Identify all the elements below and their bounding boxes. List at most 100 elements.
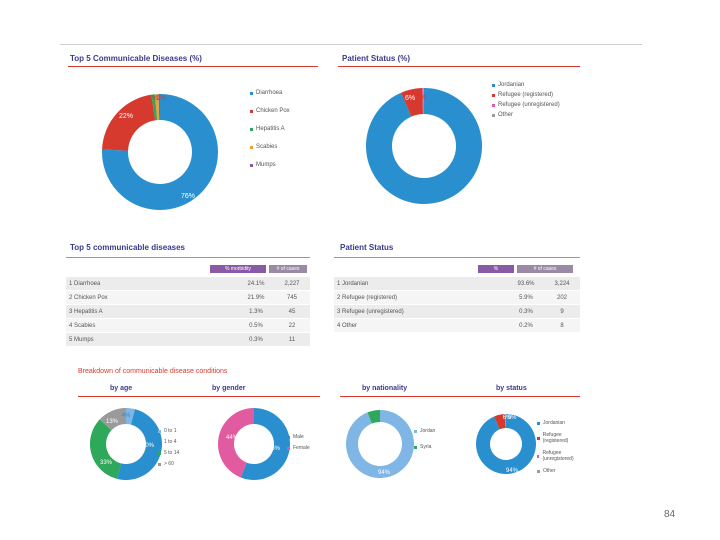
table-row: 3 Hepatitis A 1.3% 45 xyxy=(66,305,310,319)
data-label: 56% xyxy=(268,446,281,452)
legend-item: 0 to 1 xyxy=(158,428,179,434)
legend-item: Female xyxy=(287,445,310,451)
donut-slice-other xyxy=(423,88,424,115)
page-number: 84 xyxy=(664,509,676,520)
table-row: 5 Mumps 0.3% 11 xyxy=(66,333,310,347)
data-label: 0% xyxy=(508,415,517,421)
data-label: 1% xyxy=(156,95,166,102)
data-label: 76% xyxy=(181,193,195,200)
by-nationality-title: by nationality xyxy=(362,385,408,392)
diseases-table: 1 Diarrhoea 24.1% 2,227 2 Chicken Pox 21.9%… xyxy=(66,277,310,347)
diseases-donut-chart: 76% 22% 1%1% xyxy=(102,94,218,210)
header-percent: % xyxy=(478,265,514,273)
data-label: 4% xyxy=(122,413,131,419)
donut-slice-jordanian xyxy=(476,414,536,474)
legend-item: Mumps xyxy=(250,162,290,168)
data-label: 6% xyxy=(372,412,381,418)
donut-slice-refugee-unregistered- xyxy=(505,414,506,429)
data-label: 13% xyxy=(106,419,119,425)
age-legend: 0 to 1 1 to 4 5 to 14 > 60 xyxy=(158,428,179,467)
by-age-title: by age xyxy=(110,385,133,392)
by-gender-title: by gender xyxy=(212,385,246,392)
age-donut-chart: 4% 50% 33% 13% xyxy=(90,408,162,480)
data-label: 94% xyxy=(425,205,439,212)
legend-item: Male xyxy=(287,434,310,440)
right-title-rule xyxy=(338,66,580,67)
patient-status-title: Patient Status (%) xyxy=(342,54,411,63)
breakdown-right-rule xyxy=(340,396,580,397)
donut-slice-refugee-unregistered- xyxy=(422,88,424,115)
diseases-table-title: Top 5 communicable diseases xyxy=(70,243,186,252)
data-label: 94% xyxy=(378,470,391,476)
donut-slice-refugee-registered- xyxy=(401,88,423,117)
data-label: 22% xyxy=(119,113,133,120)
legend-item: Other xyxy=(492,112,560,118)
status-legend: Jordanian Refugee (registered) Refugee (… xyxy=(537,420,585,474)
table-row: 2 Chicken Pox 21.9% 745 xyxy=(66,291,310,305)
legend-item: Hepatitis A xyxy=(250,126,290,132)
legend-item: Diarrhoea xyxy=(250,90,290,96)
legend-item: Jordanian xyxy=(492,82,560,88)
donut-slice-female xyxy=(218,408,254,478)
header-cases: # of cases xyxy=(269,265,307,273)
breakdown-left-rule xyxy=(78,396,320,397)
gender-legend: Male Female xyxy=(287,434,310,451)
right-table-header: % # of cases xyxy=(478,265,573,273)
donut-slice-chicken-pox xyxy=(102,94,156,151)
data-label: 94% xyxy=(506,468,519,474)
left-table-rule xyxy=(66,257,310,258)
top-diseases-title: Top 5 Communicable Diseases (%) xyxy=(70,54,202,63)
legend-item: Jordanian xyxy=(537,420,585,426)
donut-slice-refugee-registered- xyxy=(494,414,506,430)
donut-slice-diarrhoea xyxy=(102,94,218,210)
data-label: 6% xyxy=(503,415,512,421)
legend-item: Refugee (unregistered) xyxy=(537,450,585,462)
table-row: 1 Diarrhoea 24.1% 2,227 xyxy=(66,277,310,291)
by-status-title: by status xyxy=(496,385,527,392)
table-row: 1 Jordanian 93.6% 3,224 xyxy=(334,277,580,291)
donut-slice-0-to-1 xyxy=(126,408,135,425)
data-label: 33% xyxy=(100,460,113,466)
nationality-donut-chart: 94% 6% xyxy=(346,410,414,478)
table-row: 2 Refugee (registered) 5.9% 202 xyxy=(334,291,580,305)
status-table-title: Patient Status xyxy=(340,243,394,252)
legend-item: Jordan xyxy=(414,428,435,434)
legend-item: Syria xyxy=(414,444,435,450)
legend-item: 5 to 14 xyxy=(158,450,179,456)
donut-slice-mumps xyxy=(158,94,160,121)
donut-slice-syria xyxy=(367,410,380,424)
legend-item: Refugee (registered) xyxy=(492,92,560,98)
donut-slice--60 xyxy=(99,408,126,431)
data-label: 50% xyxy=(142,443,155,449)
donut-slice-hepatitis-a xyxy=(151,94,158,121)
data-label: 1% xyxy=(148,95,158,102)
legend-item: Refugee (unregistered) xyxy=(492,102,560,108)
nationality-legend: Jordan Syria xyxy=(414,428,435,450)
legend-item: > 60 xyxy=(158,461,179,467)
data-label: 44% xyxy=(226,435,239,441)
table-row: 3 Refugee (unregistered) 0.3% 9 xyxy=(334,305,580,319)
patient-status-legend: Jordanian Refugee (registered) Refugee (… xyxy=(492,82,560,118)
table-row: 4 Scabies 0.5% 22 xyxy=(66,319,310,333)
diseases-legend: Diarrhoea Chicken Pox Hepatitis A Scabie… xyxy=(250,90,290,168)
gender-donut-chart: 56% 44% xyxy=(218,408,290,480)
donut-slice-male xyxy=(240,408,290,480)
top-divider xyxy=(60,44,642,45)
left-title-rule xyxy=(68,66,318,67)
legend-item: Chicken Pox xyxy=(250,108,290,114)
data-label: 6% xyxy=(405,95,415,102)
table-row: 4 Other 0.2% 8 xyxy=(334,319,580,333)
donut-slice-jordanian xyxy=(366,88,482,204)
donut-slice-scabies xyxy=(154,94,160,121)
donut-slice-1-to-4 xyxy=(117,409,162,480)
breakdown-title: Breakdown of communicable disease condit… xyxy=(78,368,228,375)
legend-item: Refugee (registered) xyxy=(537,432,585,444)
legend-item: Scabies xyxy=(250,144,290,150)
data-label: 0% xyxy=(416,94,426,101)
left-table-header: % morbidity # of cases xyxy=(210,265,307,273)
status-donut-chart: 94% 6%0% xyxy=(476,414,536,474)
donut-slice-5-to-14 xyxy=(90,419,122,479)
patient-status-donut-chart: 94% 6% 0% xyxy=(366,88,482,212)
header-morbidity: % morbidity xyxy=(210,265,266,273)
status-table: 1 Jordanian 93.6% 3,224 2 Refugee (registe… xyxy=(334,277,580,333)
